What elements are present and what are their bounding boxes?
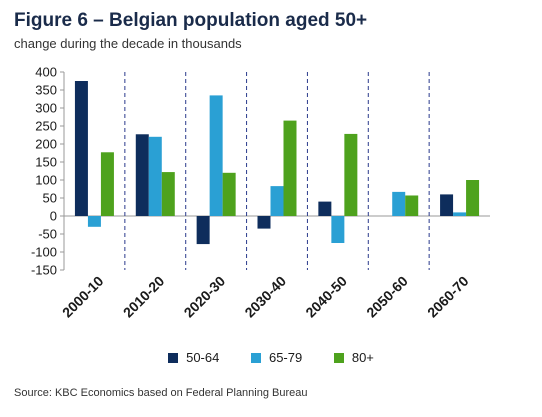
legend-item-65-79: 65-79 (250, 350, 303, 365)
x-tick-label: 2040-50 (302, 273, 350, 321)
y-tick-label: 150 (35, 155, 57, 170)
x-tick-label: 2020-30 (181, 273, 229, 321)
bar-50-64-2000-10 (74, 81, 88, 216)
bar-65-79-2010-20 (148, 136, 162, 216)
legend-swatch-50-64 (168, 352, 179, 363)
x-tick-label: 2050-60 (363, 273, 411, 321)
legend-swatch-80-plus (333, 352, 344, 363)
y-tick-label: 0 (50, 209, 57, 224)
legend-item-80-plus: 80+ (333, 350, 374, 365)
legend-label-80-plus: 80+ (351, 350, 374, 365)
legend-item-50-64: 50-64 (168, 350, 219, 365)
bar-65-79-2030-40 (270, 186, 284, 216)
y-tick-label: 300 (35, 101, 57, 116)
bar-50-64-2010-20 (135, 134, 149, 216)
bar-80-plus-2020-30 (222, 172, 236, 216)
x-tick-label: 2010-20 (120, 273, 168, 321)
y-tick-label: -150 (31, 263, 57, 278)
y-tick-label: 400 (35, 65, 57, 80)
bar-80-plus-2050-60 (405, 195, 419, 216)
bar-65-79-2060-70 (453, 212, 467, 216)
chart-title: Figure 6 – Belgian population aged 50+ (14, 10, 368, 31)
legend-label-50-64: 50-64 (186, 350, 220, 365)
bar-50-64-2020-30 (196, 216, 210, 245)
bar-80-plus-2000-10 (100, 152, 114, 216)
legend: 50-64 65-79 80+ (0, 350, 542, 366)
y-tick-label: 100 (35, 173, 57, 188)
bar-65-79-2020-30 (209, 95, 223, 216)
chart-subtitle: change during the decade in thousands (14, 36, 242, 51)
legend-label-65-79: 65-79 (268, 350, 303, 365)
y-tick-label: 350 (35, 83, 57, 98)
y-tick-label: -100 (31, 245, 57, 260)
y-tick-label: -50 (38, 227, 57, 242)
bar-80-plus-2030-40 (283, 120, 297, 216)
bar-50-64-2030-40 (257, 216, 271, 229)
y-tick-label: 50 (43, 191, 57, 206)
bar-80-plus-2060-70 (466, 180, 480, 216)
y-tick-label: 250 (35, 119, 57, 134)
source-note: Source: KBC Economics based on Federal P… (14, 387, 308, 399)
bar-50-64-2040-50 (318, 201, 332, 216)
bar-65-79-2000-10 (87, 216, 101, 227)
x-tick-label: 2030-40 (241, 273, 289, 321)
bar-80-plus-2040-50 (344, 133, 358, 216)
y-tick-label: 200 (35, 137, 57, 152)
x-tick-label: 2060-70 (424, 273, 472, 321)
bar-65-79-2050-60 (392, 191, 406, 216)
bar-65-79-2040-50 (331, 216, 345, 243)
bar-80-plus-2010-20 (161, 172, 175, 216)
x-tick-label: 2000-10 (59, 273, 107, 321)
bar-50-64-2060-70 (440, 194, 454, 216)
bar-chart: 400 350 300 250 200 150 100 50 0 -50 -100 -1502000-… (31, 65, 490, 321)
legend-swatch-65-79 (250, 352, 261, 363)
